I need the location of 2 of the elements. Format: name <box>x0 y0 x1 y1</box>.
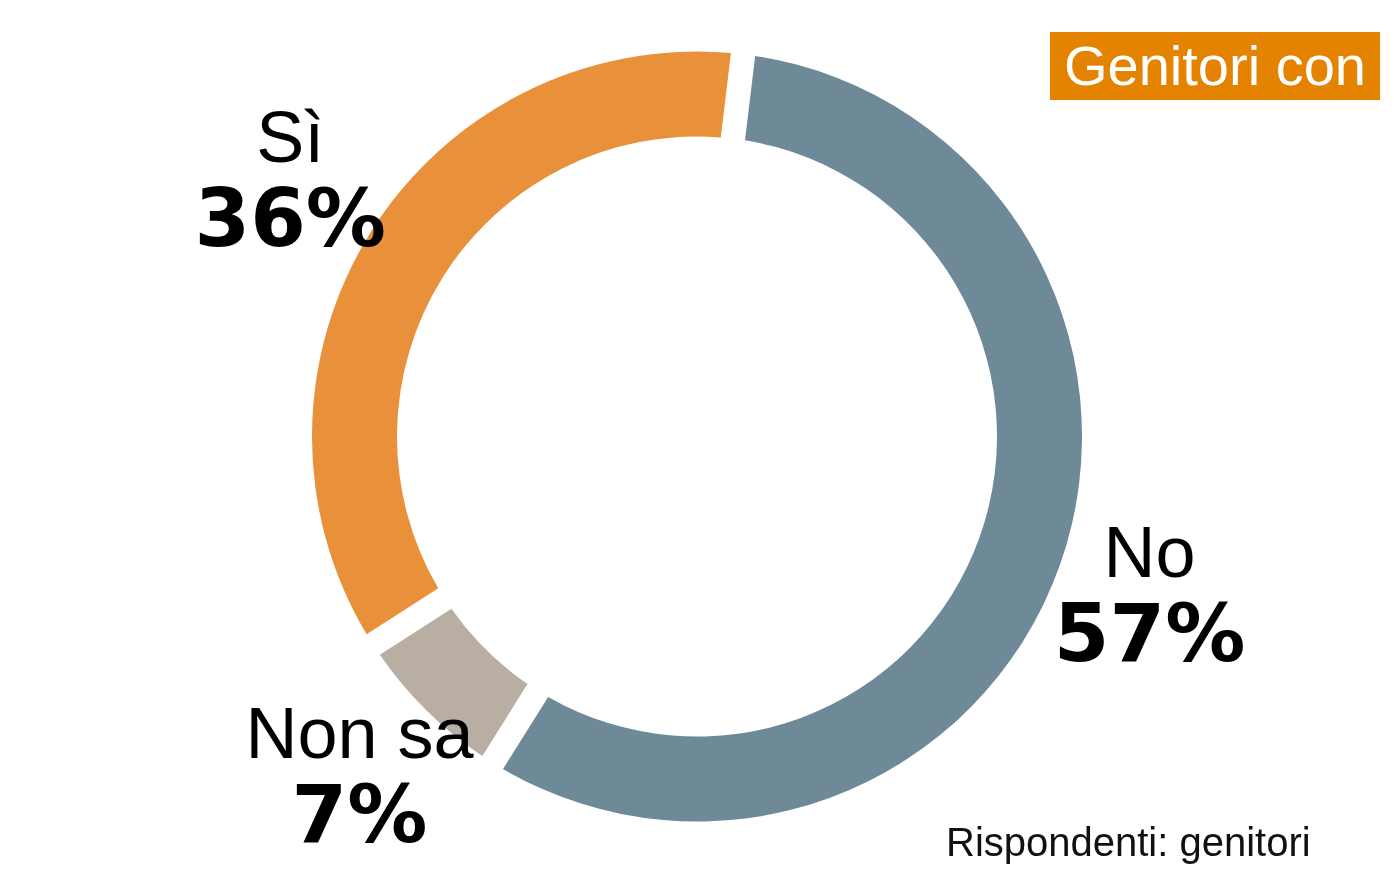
text: Rispondenti: genitori <box>946 820 1311 865</box>
chart-title: Genitori con <box>1050 32 1380 100</box>
